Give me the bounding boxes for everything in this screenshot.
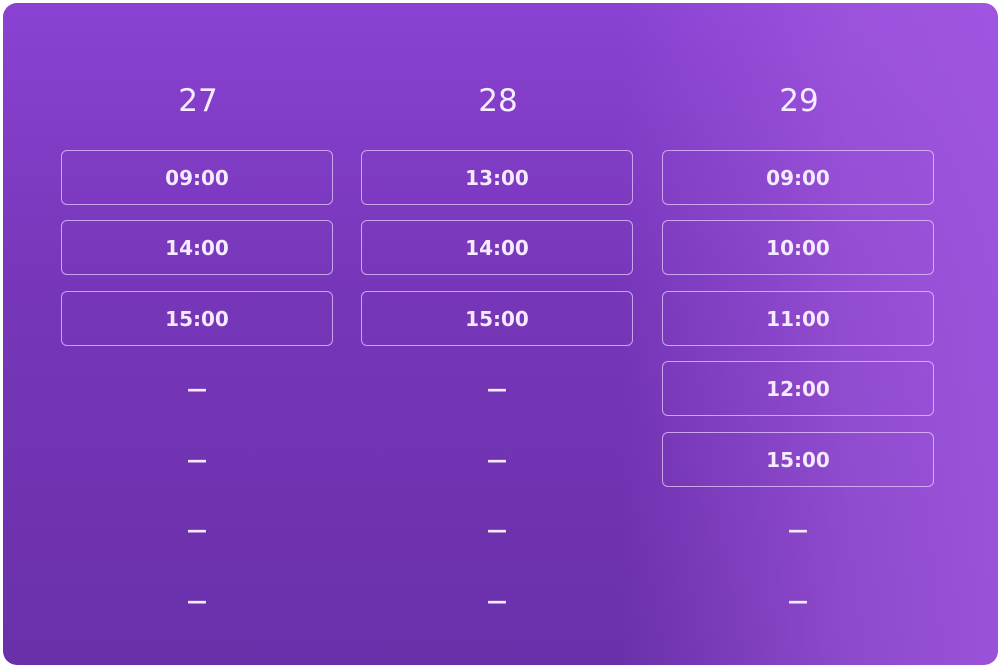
time-slot-button[interactable]: 13:00 xyxy=(361,150,633,205)
time-slot-button[interactable]: 12:00 xyxy=(662,361,934,416)
empty-slot-placeholder: — xyxy=(487,517,507,542)
day-label: 29 xyxy=(779,83,819,119)
time-slot-button[interactable]: 15:00 xyxy=(662,432,934,487)
time-slot-button[interactable]: 14:00 xyxy=(61,220,333,275)
time-slot-button[interactable]: 09:00 xyxy=(662,150,934,205)
time-slot-button[interactable]: 11:00 xyxy=(662,291,934,346)
empty-slot-placeholder: — xyxy=(788,517,808,542)
time-slot-button[interactable]: 09:00 xyxy=(61,150,333,205)
time-slot-button[interactable]: 10:00 xyxy=(662,220,934,275)
empty-slot-placeholder: — xyxy=(187,517,207,542)
empty-slot-placeholder: — xyxy=(487,447,507,472)
time-slot-button[interactable]: 14:00 xyxy=(361,220,633,275)
empty-slot-placeholder: — xyxy=(487,376,507,401)
time-slot-button[interactable]: 15:00 xyxy=(361,291,633,346)
empty-slot-placeholder: — xyxy=(187,447,207,472)
empty-slot-placeholder: — xyxy=(187,588,207,613)
empty-slot-placeholder: — xyxy=(788,588,808,613)
time-slot-button[interactable]: 15:00 xyxy=(61,291,333,346)
schedule-card: 27 09:00 14:00 15:00 — — — — 28 13:00 14:00 15:00 — —… xyxy=(3,3,998,665)
day-label: 28 xyxy=(478,83,518,119)
day-label: 27 xyxy=(178,83,218,119)
empty-slot-placeholder: — xyxy=(187,376,207,401)
empty-slot-placeholder: — xyxy=(487,588,507,613)
